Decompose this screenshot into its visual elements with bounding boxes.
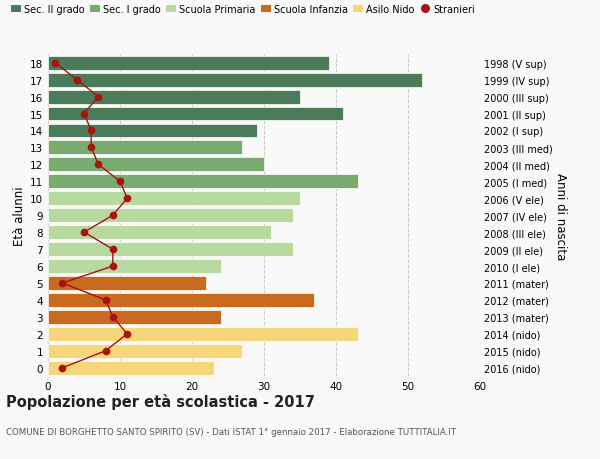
Y-axis label: Età alunni: Età alunni bbox=[13, 186, 26, 246]
Bar bbox=[48, 141, 242, 155]
Bar bbox=[48, 361, 214, 375]
Bar bbox=[48, 107, 343, 121]
Legend: Sec. II grado, Sec. I grado, Scuola Primaria, Scuola Infanzia, Asilo Nido, Stran: Sec. II grado, Sec. I grado, Scuola Prim… bbox=[11, 5, 475, 15]
Bar bbox=[48, 327, 358, 341]
Bar bbox=[48, 158, 264, 172]
Bar bbox=[48, 310, 221, 324]
Bar bbox=[48, 192, 300, 206]
Bar bbox=[48, 90, 300, 104]
Bar bbox=[48, 73, 422, 87]
Bar bbox=[48, 209, 293, 223]
Bar bbox=[48, 276, 206, 290]
Bar bbox=[48, 243, 293, 257]
Bar bbox=[48, 293, 314, 307]
Bar bbox=[48, 259, 221, 274]
Y-axis label: Anni di nascita: Anni di nascita bbox=[554, 172, 567, 259]
Bar bbox=[48, 344, 242, 358]
Bar bbox=[48, 56, 329, 71]
Bar bbox=[48, 175, 358, 189]
Text: COMUNE DI BORGHETTO SANTO SPIRITO (SV) - Dati ISTAT 1° gennaio 2017 - Elaborazio: COMUNE DI BORGHETTO SANTO SPIRITO (SV) -… bbox=[6, 427, 456, 436]
Bar bbox=[48, 226, 271, 240]
Text: Popolazione per età scolastica - 2017: Popolazione per età scolastica - 2017 bbox=[6, 393, 315, 409]
Bar bbox=[48, 124, 257, 138]
